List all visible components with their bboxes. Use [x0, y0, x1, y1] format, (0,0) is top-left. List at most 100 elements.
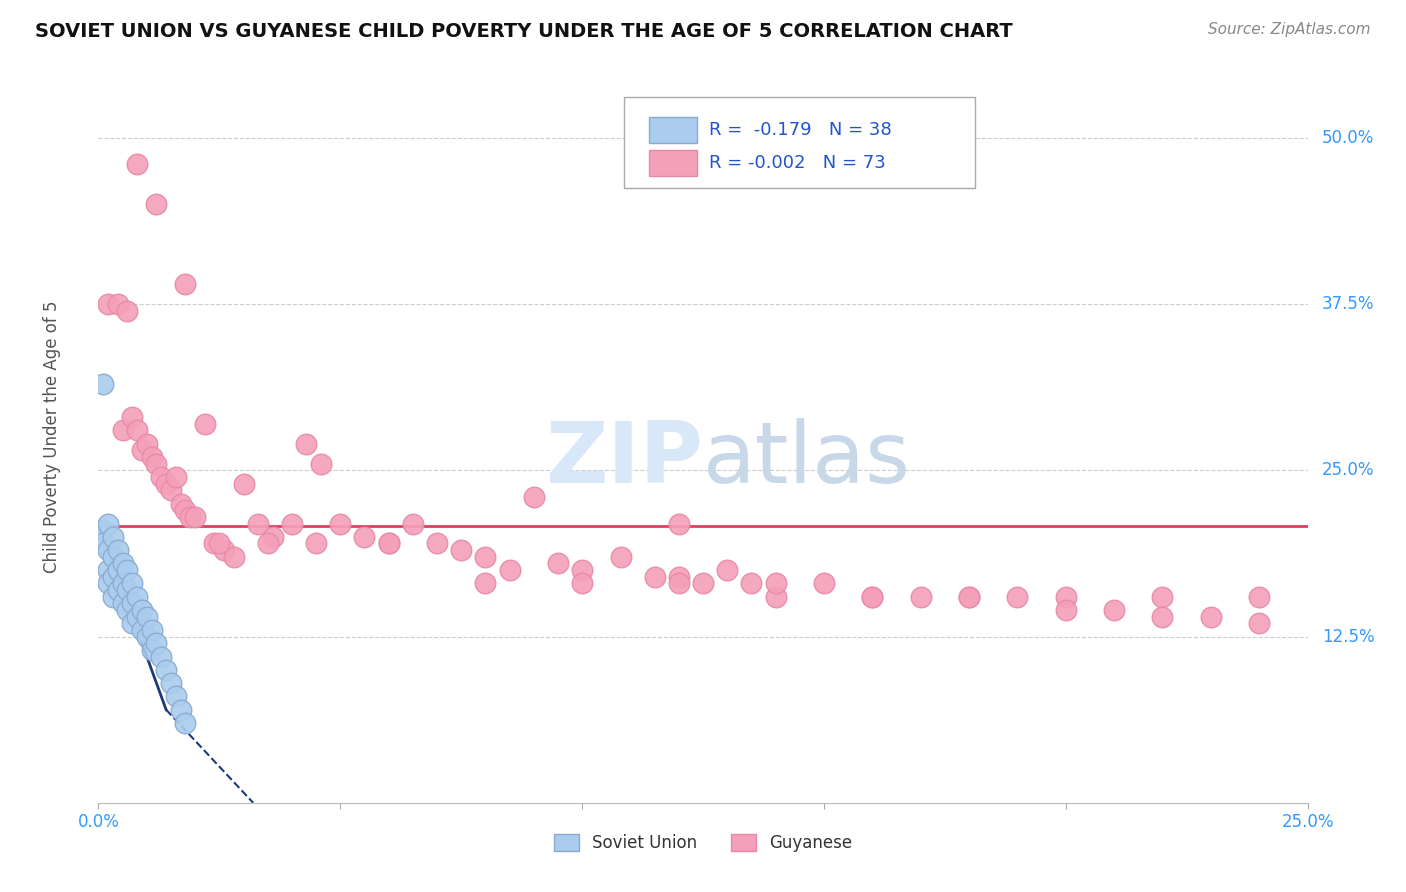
- Point: [127, 609, 149, 624]
- Point: [145, 457, 167, 471]
- Point: [101, 530, 124, 544]
- Point: [101, 549, 124, 564]
- Point: [121, 596, 143, 610]
- Point: [111, 557, 134, 571]
- Point: [97, 297, 120, 311]
- Point: [377, 536, 399, 550]
- Point: [1249, 616, 1271, 631]
- Point: [174, 716, 197, 731]
- Text: 25.0%: 25.0%: [1322, 461, 1375, 479]
- Point: [1054, 590, 1077, 604]
- Text: R =  -0.179   N = 38: R = -0.179 N = 38: [709, 121, 891, 139]
- Point: [145, 636, 167, 650]
- Point: [179, 509, 201, 524]
- Text: 37.5%: 37.5%: [1322, 295, 1375, 313]
- Point: [141, 643, 163, 657]
- Point: [1152, 590, 1174, 604]
- Point: [131, 603, 153, 617]
- Bar: [648, 117, 697, 143]
- Point: [256, 536, 278, 550]
- Point: [910, 590, 932, 604]
- Point: [957, 590, 980, 604]
- Point: [692, 576, 714, 591]
- Point: [111, 424, 134, 438]
- Point: [716, 563, 738, 577]
- Point: [127, 157, 149, 171]
- Point: [860, 590, 883, 604]
- Point: [1152, 609, 1174, 624]
- Point: [305, 536, 328, 550]
- Point: [644, 570, 666, 584]
- Text: 12.5%: 12.5%: [1322, 628, 1375, 646]
- Point: [212, 543, 235, 558]
- Point: [247, 516, 270, 531]
- Point: [295, 436, 318, 450]
- Point: [610, 549, 633, 564]
- Point: [765, 576, 787, 591]
- Text: atlas: atlas: [703, 417, 911, 500]
- Point: [160, 676, 183, 690]
- Point: [498, 563, 520, 577]
- Point: [174, 503, 197, 517]
- Point: [127, 590, 149, 604]
- Point: [329, 516, 352, 531]
- Point: [121, 410, 143, 425]
- Point: [121, 616, 143, 631]
- Point: [474, 549, 496, 564]
- Point: [111, 576, 134, 591]
- Point: [135, 436, 157, 450]
- Point: [668, 576, 690, 591]
- Point: [194, 417, 217, 431]
- Point: [97, 563, 120, 577]
- Point: [169, 703, 191, 717]
- Text: 50.0%: 50.0%: [1322, 128, 1375, 147]
- Point: [121, 576, 143, 591]
- Point: [450, 543, 472, 558]
- Point: [571, 576, 593, 591]
- Point: [353, 530, 375, 544]
- Point: [141, 450, 163, 464]
- Point: [127, 424, 149, 438]
- Point: [262, 530, 284, 544]
- Point: [1102, 603, 1125, 617]
- Point: [91, 376, 114, 391]
- Point: [765, 590, 787, 604]
- Point: [97, 543, 120, 558]
- Point: [281, 516, 304, 531]
- Point: [141, 623, 163, 637]
- Point: [957, 590, 980, 604]
- Text: R = -0.002   N = 73: R = -0.002 N = 73: [709, 153, 886, 172]
- Text: ZIP: ZIP: [546, 417, 703, 500]
- Point: [204, 536, 226, 550]
- Point: [1007, 590, 1029, 604]
- Point: [97, 516, 120, 531]
- Point: [1199, 609, 1222, 624]
- Point: [474, 576, 496, 591]
- Point: [107, 297, 129, 311]
- Point: [117, 563, 139, 577]
- Legend: Soviet Union, Guyanese: Soviet Union, Guyanese: [546, 825, 860, 860]
- Point: [174, 277, 197, 292]
- Point: [150, 470, 173, 484]
- Point: [309, 457, 332, 471]
- Point: [165, 690, 187, 704]
- Point: [571, 563, 593, 577]
- Point: [135, 609, 157, 624]
- Bar: [648, 150, 697, 176]
- Point: [107, 582, 129, 597]
- Point: [523, 490, 546, 504]
- Point: [222, 549, 245, 564]
- Point: [860, 590, 883, 604]
- Text: Child Poverty Under the Age of 5: Child Poverty Under the Age of 5: [44, 301, 62, 574]
- Point: [145, 197, 167, 211]
- Point: [547, 557, 569, 571]
- Point: [107, 543, 129, 558]
- Point: [208, 536, 231, 550]
- Point: [97, 576, 120, 591]
- Point: [426, 536, 449, 550]
- Point: [402, 516, 425, 531]
- Text: Source: ZipAtlas.com: Source: ZipAtlas.com: [1208, 22, 1371, 37]
- FancyBboxPatch shape: [624, 97, 976, 188]
- Point: [91, 523, 114, 537]
- Point: [155, 663, 177, 677]
